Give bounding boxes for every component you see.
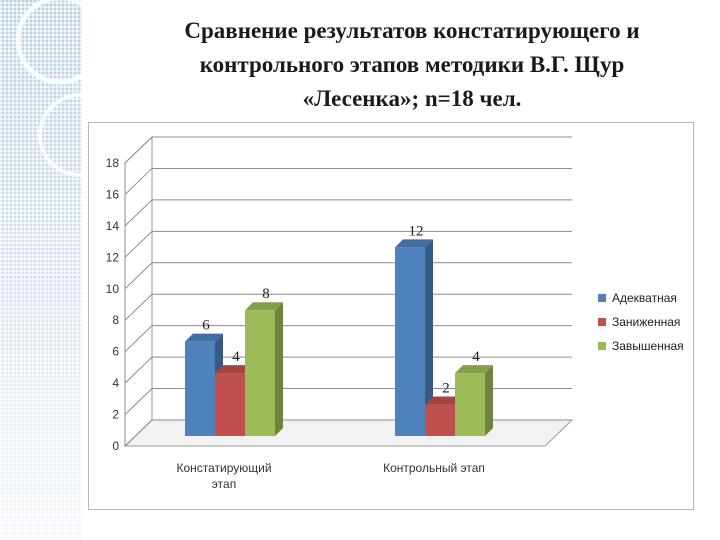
bar	[215, 373, 245, 436]
gridline	[124, 136, 572, 164]
bar	[455, 373, 485, 436]
title-line-2: контрольного этапов методики В.Г. Щур	[199, 52, 625, 77]
x-category-label: Контрольный этап	[383, 461, 485, 475]
bar-side	[275, 302, 283, 436]
data-label: 6	[202, 318, 210, 334]
gridline	[124, 262, 572, 290]
bar-top	[245, 302, 283, 311]
bar	[425, 404, 455, 436]
x-category-label: этап	[212, 477, 236, 491]
legend-swatch	[598, 342, 606, 350]
gridline	[124, 167, 572, 195]
legend-label: Адекватная	[612, 291, 677, 305]
bar	[395, 247, 425, 436]
bar-side	[425, 239, 433, 436]
title-line-1: Сравнение результатов констатирующего и	[184, 18, 640, 43]
slide-title: Сравнение результатов констатирующего и …	[112, 14, 712, 116]
legend-item: Завышенная	[598, 334, 694, 358]
y-tick-label: 18	[106, 156, 120, 170]
data-label: 4	[232, 349, 240, 365]
bar-top	[455, 365, 493, 374]
legend-label: Заниженная	[612, 315, 681, 329]
bar-top	[425, 396, 463, 405]
bar-top	[395, 239, 433, 248]
data-label: 12	[409, 223, 424, 239]
data-label: 2	[442, 381, 450, 397]
data-label: 8	[262, 286, 270, 302]
y-tick-label: 2	[112, 408, 119, 422]
y-tick-label: 4	[112, 376, 119, 390]
data-label: 4	[472, 349, 480, 365]
chart-legend: Адекватная Заниженная Завышенная	[598, 286, 694, 358]
y-tick-label: 16	[106, 187, 120, 201]
gridline	[124, 230, 572, 258]
y-tick-label: 12	[106, 250, 120, 264]
chart-side-wall	[124, 135, 153, 448]
legend-swatch	[598, 318, 606, 326]
y-tick-label: 10	[106, 282, 120, 296]
y-tick-label: 6	[112, 345, 119, 359]
gridline	[124, 293, 572, 321]
legend-swatch	[598, 294, 606, 302]
bar-top	[215, 365, 253, 374]
bar	[245, 310, 275, 436]
y-tick-label: 8	[112, 313, 119, 327]
x-category-label: Констатирующий	[176, 461, 271, 475]
gridline	[124, 199, 572, 227]
bar	[185, 341, 215, 436]
decorative-side-strip	[0, 0, 82, 540]
y-tick-label: 14	[106, 219, 120, 233]
legend-label: Завышенная	[612, 339, 684, 353]
title-line-3: «Лесенка»; n=18 чел.	[302, 86, 522, 111]
y-tick-label: 0	[112, 439, 119, 453]
bar-side	[485, 365, 493, 436]
legend-item: Адекватная	[598, 286, 694, 310]
bar-top	[185, 333, 223, 342]
legend-item: Заниженная	[598, 310, 694, 334]
